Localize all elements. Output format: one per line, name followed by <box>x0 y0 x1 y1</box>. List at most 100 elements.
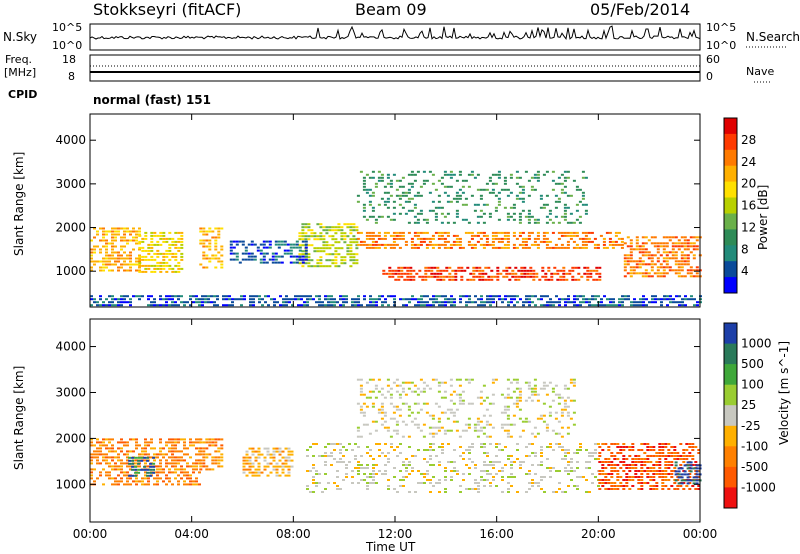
scatter-cell <box>491 173 495 176</box>
scatter-cell <box>437 381 441 384</box>
scatter-cell <box>306 455 309 457</box>
scatter-cell <box>562 269 566 272</box>
scatter-cell <box>630 304 633 307</box>
scatter-cell <box>606 298 609 301</box>
scatter-cell <box>566 240 570 243</box>
scatter-cell <box>398 414 402 417</box>
scatter-cell <box>548 381 552 384</box>
scatter-cell <box>401 387 405 390</box>
scatter-cell <box>536 246 540 249</box>
colorbar-swatch <box>724 384 737 406</box>
scatter-cell <box>604 467 608 469</box>
scatter-cell <box>147 441 150 444</box>
scatter-cell <box>132 480 135 483</box>
scatter-cell <box>444 295 447 298</box>
scatter-cell <box>220 438 224 441</box>
scatter-cell <box>562 278 566 281</box>
scatter-cell <box>506 246 510 249</box>
scatter-cell <box>440 237 444 240</box>
scatter-cell <box>518 417 522 420</box>
scatter-cell <box>634 467 638 469</box>
scatter-cell <box>273 301 276 304</box>
scatter-cell <box>657 298 660 301</box>
scatter-cell <box>315 301 318 304</box>
scatter-cell <box>268 258 272 261</box>
scatter-cell <box>111 459 114 462</box>
scatter-cell <box>368 188 372 191</box>
scatter-cell <box>641 272 645 275</box>
scatter-cell <box>470 173 474 176</box>
scatter-cell <box>557 176 561 179</box>
scatter-cell <box>334 253 338 256</box>
scatter-cell <box>407 435 411 438</box>
scatter-cell <box>235 243 239 246</box>
scatter-cell <box>495 446 498 448</box>
scatter-cell <box>147 465 150 468</box>
scatter-cell <box>564 452 567 454</box>
scatter-cell <box>584 176 588 179</box>
scatter-cell <box>220 266 224 269</box>
scatter-cell <box>695 275 699 278</box>
scatter-cell <box>168 462 171 465</box>
scatter-cell <box>334 262 338 265</box>
scatter-cell <box>286 252 290 255</box>
scatter-cell <box>93 444 96 447</box>
scatter-cell <box>540 449 543 451</box>
scatter-cell <box>416 212 420 215</box>
scatter-cell <box>616 446 620 448</box>
scatter-cell <box>670 476 674 478</box>
colorbar-frame <box>723 117 738 294</box>
scatter-cell <box>637 461 641 463</box>
scatter-cell <box>407 381 411 384</box>
scatter-cell <box>152 465 156 468</box>
scatter-cell <box>141 255 145 258</box>
scatter-cell <box>622 488 626 490</box>
scatter-cell <box>199 441 203 444</box>
scatter-cell <box>213 301 216 304</box>
scatter-cell <box>248 468 252 471</box>
scatter-cell <box>420 482 423 484</box>
scatter-cell <box>416 170 420 173</box>
scatter-cell <box>496 272 500 275</box>
scatter-cell <box>581 237 585 240</box>
scatter-cell <box>480 443 483 445</box>
scatter-cell <box>333 443 336 445</box>
scatter-cell <box>111 438 114 441</box>
scatter-cell <box>423 301 426 304</box>
scatter-cell <box>324 446 327 448</box>
scatter-cell <box>248 462 252 465</box>
scatter-cell <box>506 231 510 234</box>
scatter-cell <box>433 272 437 275</box>
y-tick-label: 4000 <box>55 133 86 147</box>
scatter-cell <box>225 304 228 307</box>
scatter-cell <box>102 257 105 260</box>
scatter-cell <box>105 266 108 269</box>
scatter-cell <box>423 476 426 478</box>
scatter-cell <box>404 240 408 243</box>
scatter-cell <box>325 229 329 232</box>
scatter-cell <box>392 234 396 237</box>
scatter-cell <box>307 229 311 232</box>
scatter-cell <box>141 249 145 252</box>
scatter-cell <box>162 447 165 450</box>
scatter-cell <box>550 272 554 275</box>
scatter-cell <box>473 176 477 179</box>
scatter-cell <box>560 426 564 429</box>
scatter-cell <box>129 230 132 233</box>
scatter-cell <box>640 464 644 466</box>
scatter-cell <box>616 473 620 475</box>
scatter-cell <box>549 446 552 448</box>
scatter-cell <box>474 479 477 481</box>
scatter-cell <box>656 272 660 275</box>
scatter-cell <box>337 229 341 232</box>
scatter-cell <box>452 402 456 405</box>
scatter-cell <box>540 461 543 463</box>
scatter-cell <box>135 483 138 486</box>
scatter-cell <box>202 233 206 236</box>
scatter-cell <box>254 450 258 453</box>
scatter-cell <box>467 231 471 234</box>
scatter-cell <box>613 482 617 484</box>
scatter-cell <box>531 301 534 304</box>
scatter-cell <box>446 194 450 197</box>
scatter-cell <box>491 231 495 234</box>
